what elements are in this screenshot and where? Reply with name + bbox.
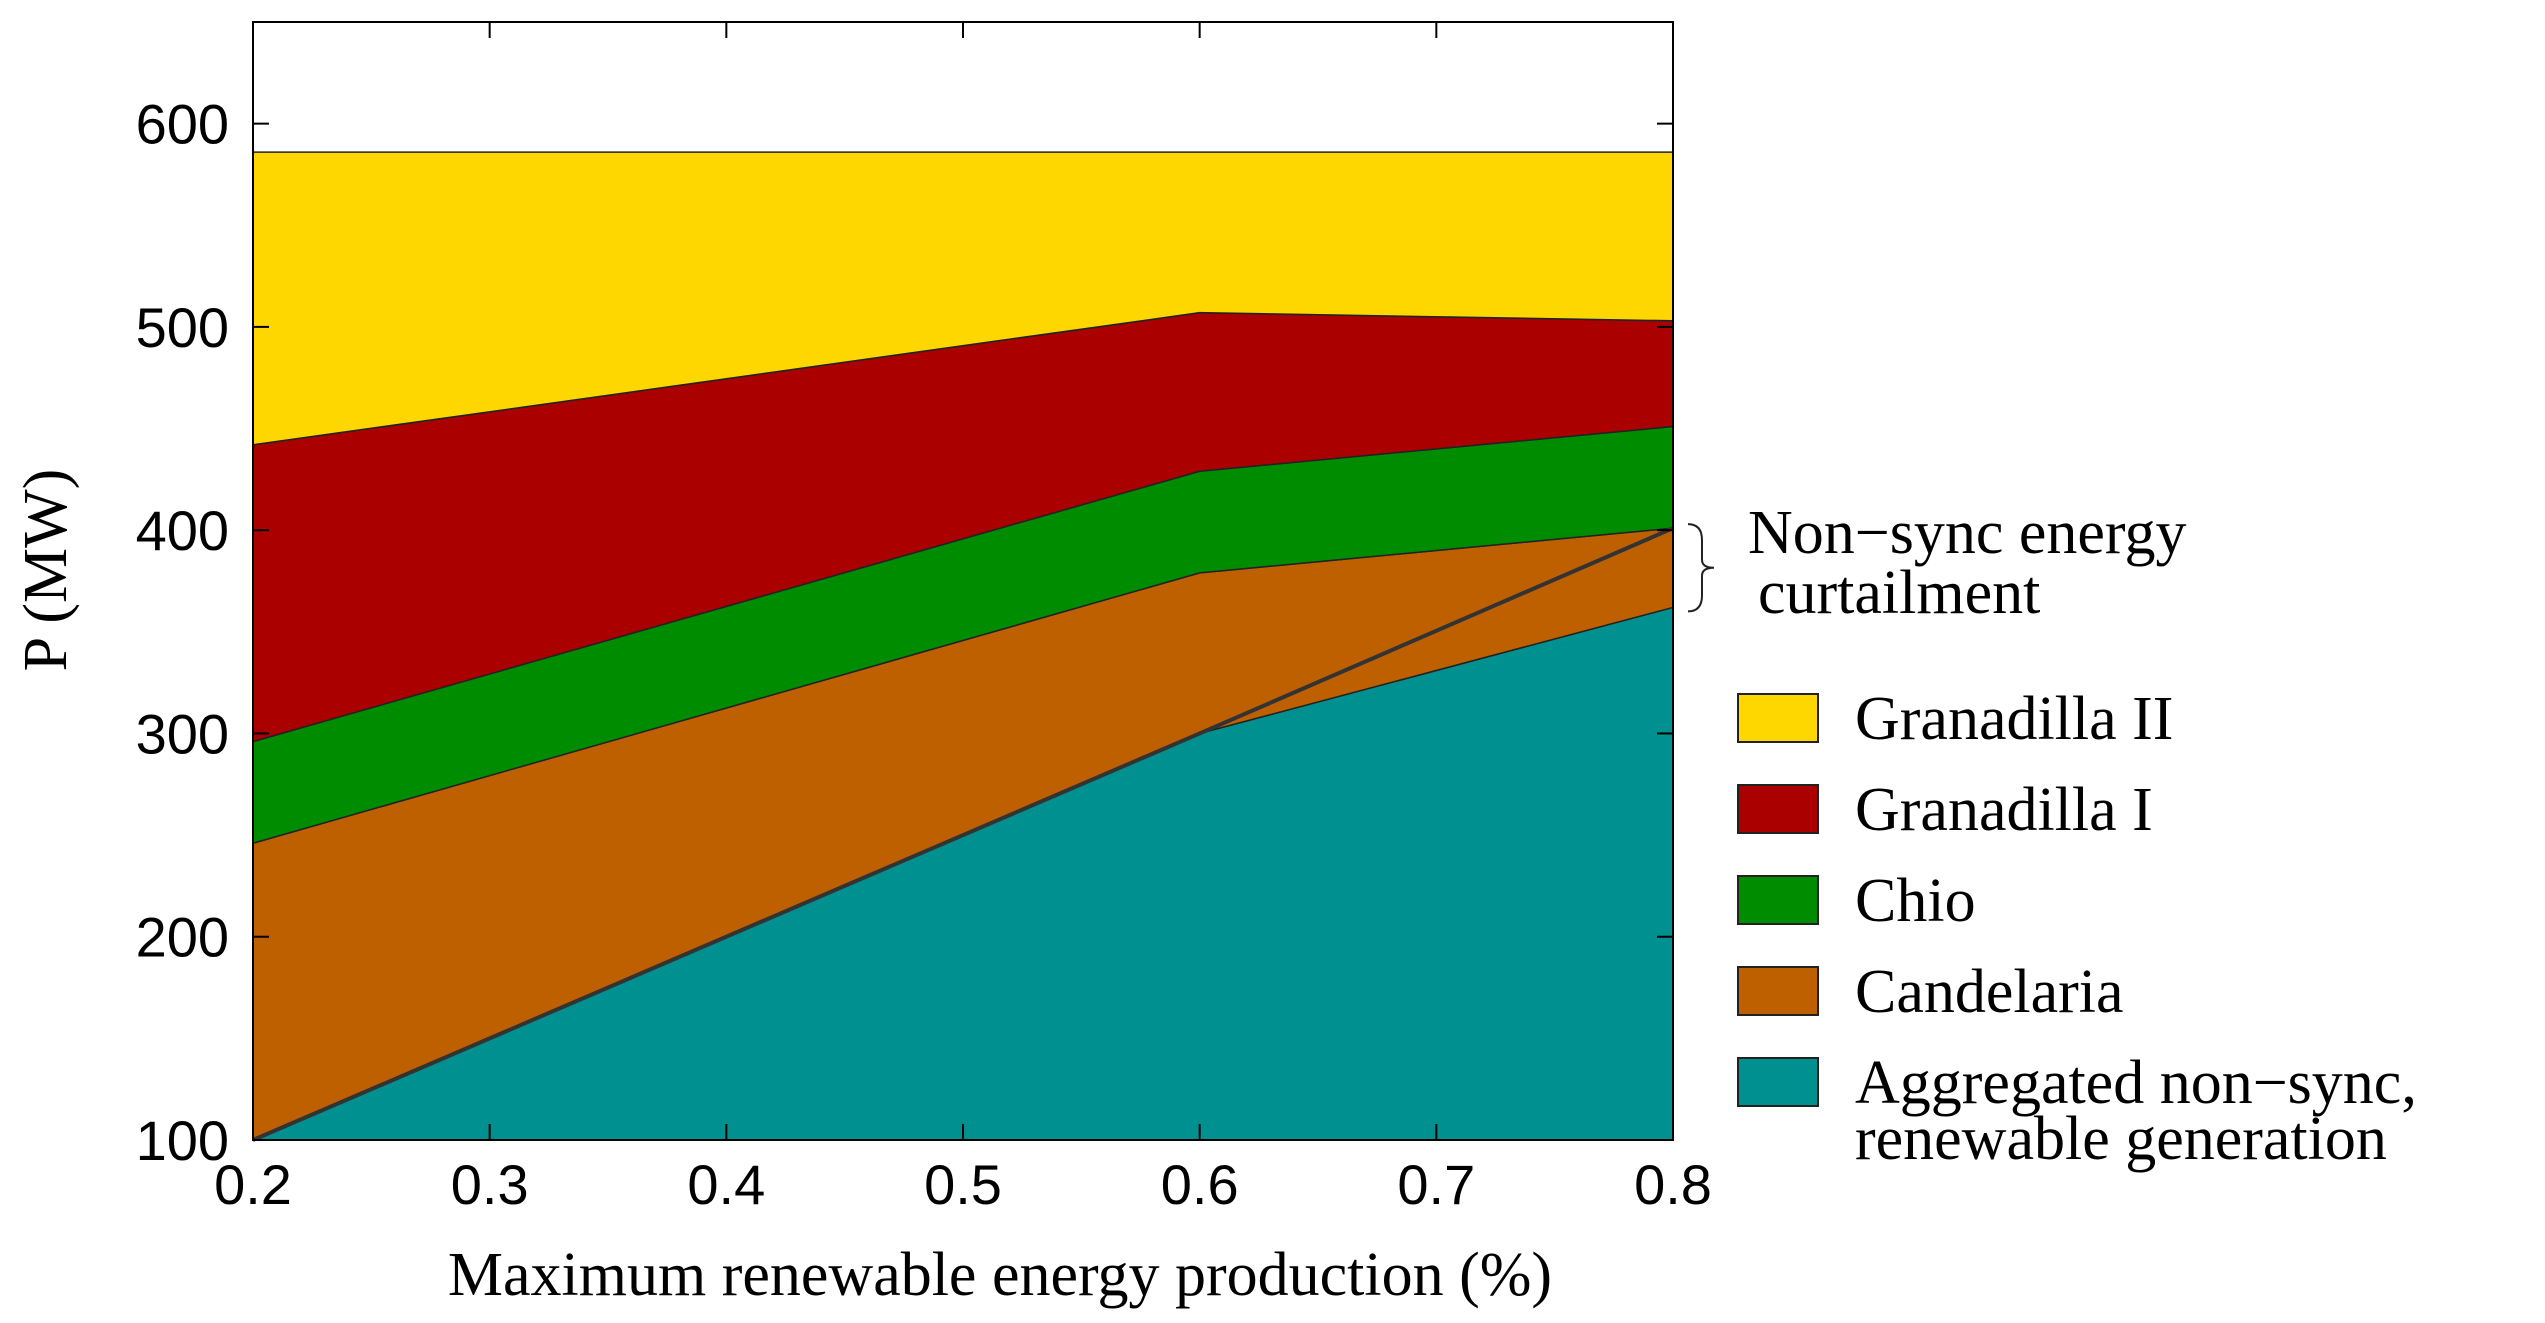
legend-label-candelaria: Candelaria <box>1855 958 2124 1026</box>
reference-line <box>252 526 1674 1142</box>
axis-ticks: 0.2 0.3 0.4 0.5 0.6 0.7 0.8 100 200 300 400 500 600 <box>136 22 1712 1216</box>
x-tick-label: 0.4 <box>687 1153 765 1216</box>
y-tick-label: 500 <box>136 296 229 359</box>
x-tick-label: 0.2 <box>214 1153 292 1216</box>
y-tick-label: 600 <box>136 93 229 156</box>
legend-label-granadilla-i: Granadilla I <box>1855 776 2153 844</box>
legend-swatch-aggregated-non-sync-renewable-generation <box>1737 1057 1819 1107</box>
x-tick-label: 0.8 <box>1634 1153 1712 1216</box>
legend-swatch-granadilla-i <box>1737 784 1819 834</box>
legend-swatch-candelaria <box>1737 966 1819 1016</box>
y-tick-label: 100 <box>136 1109 229 1172</box>
legend-swatch-granadilla-ii <box>1737 693 1819 743</box>
legend-label-chio: Chio <box>1855 867 1976 935</box>
reference-line-group <box>252 526 1674 1142</box>
legend-label-aggregated-non-sync-renewable-generation: Aggregated non−sync, renewable generation <box>1855 1049 2417 1173</box>
x-tick-label: 0.5 <box>924 1153 1002 1216</box>
x-tick-label: 0.3 <box>451 1153 529 1216</box>
curtailment-annotation-text: Non−sync energy curtailment <box>1748 499 2186 627</box>
legend: Granadilla II Granadilla I Chio Candelaria A… <box>1737 685 2417 1173</box>
area-layers <box>252 151 1674 1141</box>
legend-label-granadilla-ii: Granadilla II <box>1855 685 2173 753</box>
y-tick-label: 400 <box>136 499 229 562</box>
legend-swatch-chio <box>1737 875 1819 925</box>
y-tick-label: 300 <box>136 702 229 765</box>
curtailment-brace <box>1687 523 1715 613</box>
y-axis-label: P (MW) <box>12 469 80 672</box>
y-tick-label: 200 <box>136 906 229 969</box>
x-tick-label: 0.7 <box>1397 1153 1475 1216</box>
x-tick-label: 0.6 <box>1161 1153 1239 1216</box>
curtailment-annotation: Non−sync energy curtailment <box>1687 499 2186 627</box>
x-axis-label: Maximum renewable energy production (%) <box>448 1241 1552 1309</box>
